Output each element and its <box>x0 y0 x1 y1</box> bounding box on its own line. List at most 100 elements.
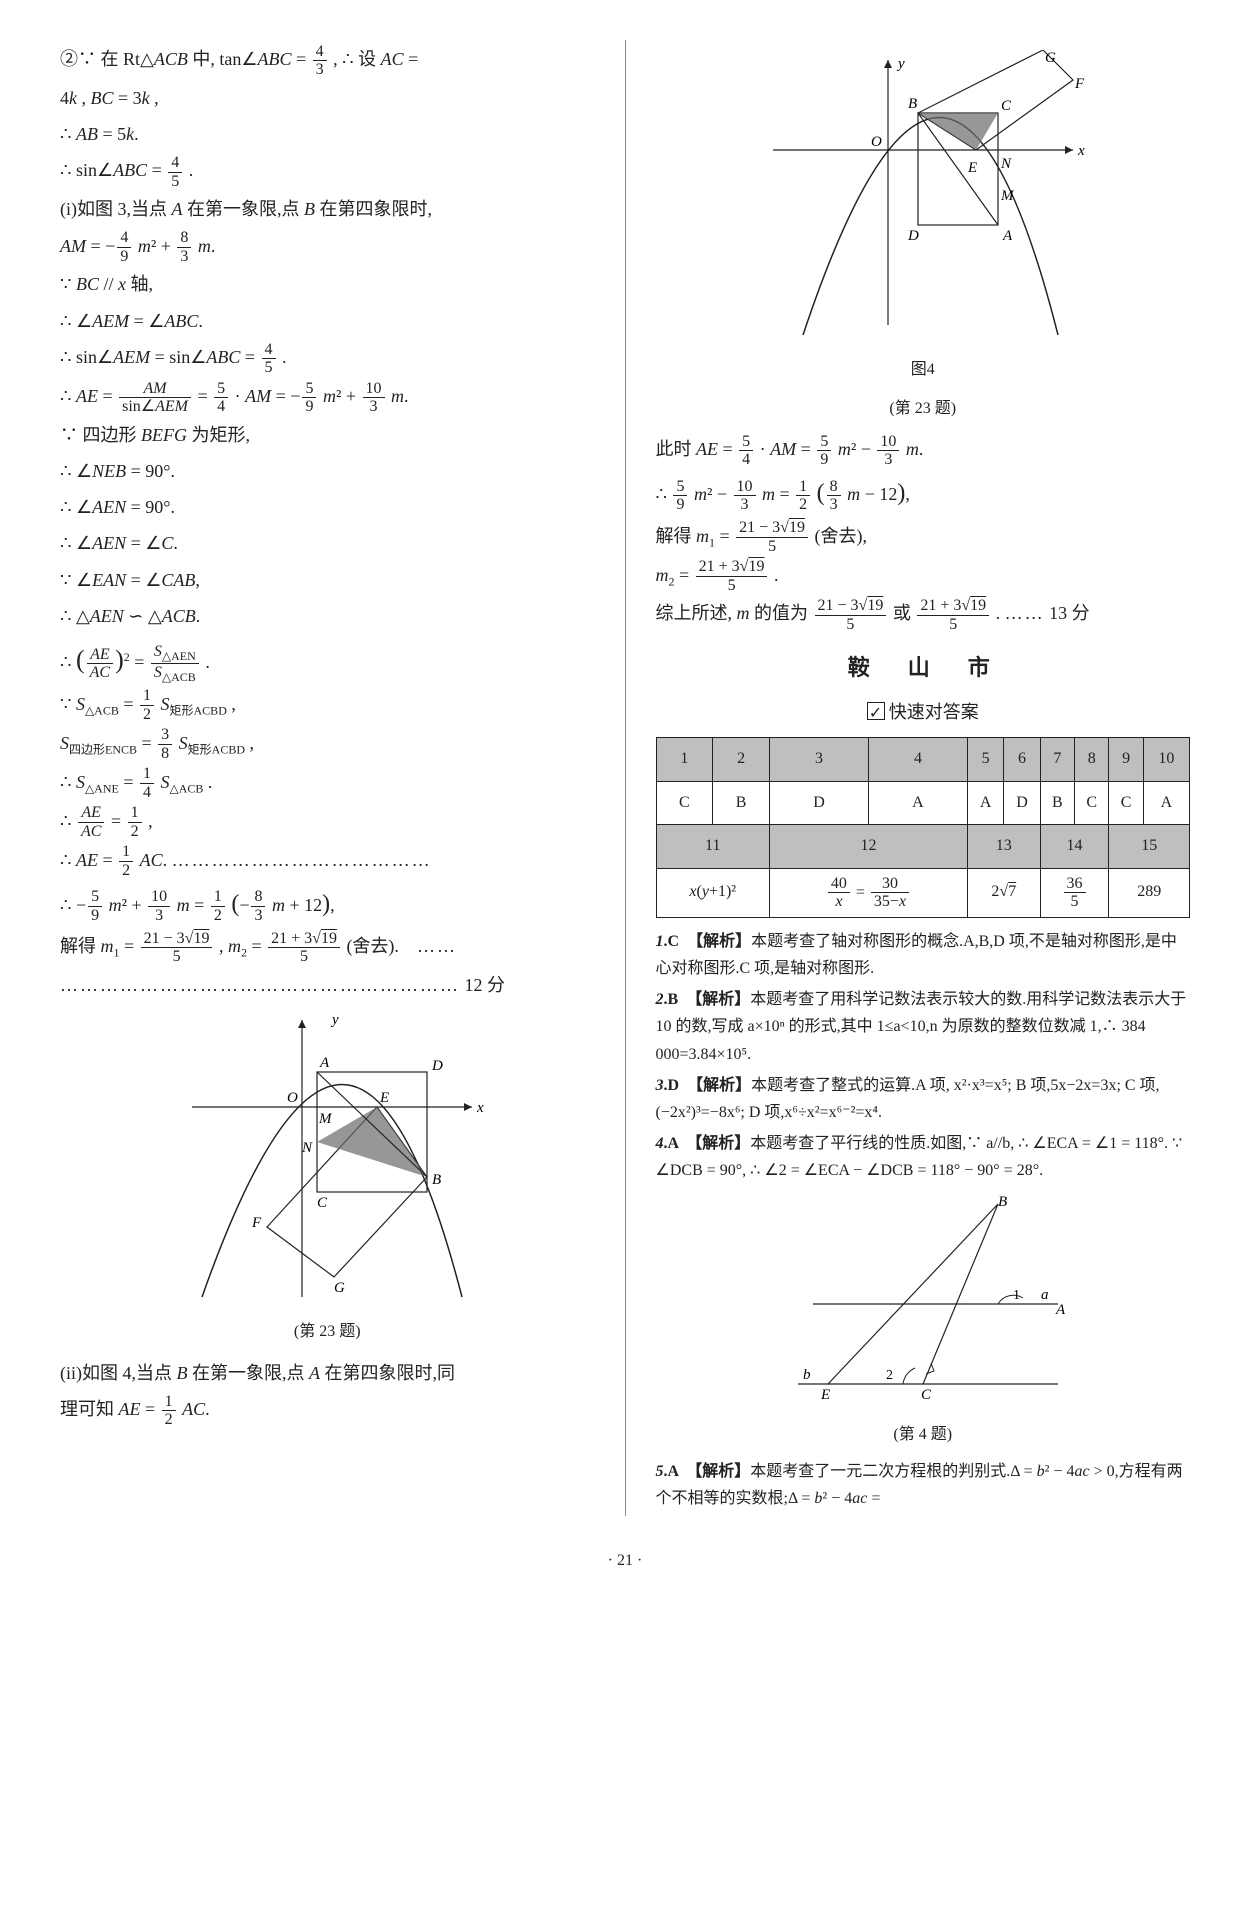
svg-text:B: B <box>432 1172 441 1188</box>
line: AM = −49 m² + 83 m. <box>60 229 595 266</box>
left-column: ②∵ 在 Rt△ACB 中, tan∠ABC = 43 , ∴ 设 AC = 4… <box>60 40 595 1516</box>
svg-text:M: M <box>1000 188 1015 204</box>
svg-text:a: a <box>1041 1287 1049 1303</box>
line: S四边形ENCB = 38 S矩形ACBD , <box>60 726 595 763</box>
table-row: x(y+1)² 40x = 3035−x 2√7 365 289 <box>656 868 1190 917</box>
svg-text:x: x <box>476 1100 484 1116</box>
figure-4-caption: (第 23 题) <box>656 394 1191 424</box>
column-divider <box>625 40 626 1516</box>
line: 理可知 AE = 12 AC. <box>60 1392 595 1429</box>
td: A <box>1143 781 1189 824</box>
explanations: 1.C 【解析】本题考查了轴对称图形的概念.A,B,D 项,不是轴对称图形,是中… <box>656 928 1191 1185</box>
th: 7 <box>1040 738 1074 781</box>
svg-text:D: D <box>431 1058 443 1074</box>
line: ∴ AE = AMsin∠AEM = 54 · AM = −59 m² + 10… <box>60 379 595 416</box>
svg-text:F: F <box>1074 76 1085 92</box>
line: ②∵ 在 Rt△ACB 中, tan∠ABC = 43 , ∴ 设 AC = <box>60 42 595 79</box>
td: 289 <box>1109 868 1190 917</box>
svg-text:N: N <box>1000 156 1012 172</box>
city-title: 鞍 山 市 <box>656 647 1191 689</box>
quick-answer-label: 快速对答案 <box>889 702 979 722</box>
line: (i)如图 3,当点 A 在第一象限,点 B 在第四象限时, <box>60 192 595 226</box>
td: 2√7 <box>967 868 1040 917</box>
line: ∴ ∠NEB = 90°. <box>60 454 595 488</box>
td: D <box>1004 781 1040 824</box>
left-after-fig: (ii)如图 4,当点 B 在第一象限,点 A 在第四象限时,同 理可知 AE … <box>60 1356 595 1429</box>
svg-text:E: E <box>820 1387 830 1403</box>
svg-text:x: x <box>1077 143 1085 159</box>
quick-answer-title: 快速对答案 <box>656 695 1191 729</box>
line: ∴ 59 m² − 103 m = 12 (83 m − 12), <box>656 471 1191 517</box>
line: (ii)如图 4,当点 B 在第一象限,点 A 在第四象限时,同 <box>60 1356 595 1390</box>
line: ∴ (AEAC)2 = S△AENS△ACB . <box>60 635 595 685</box>
check-icon <box>867 702 885 720</box>
line: ∵ S△ACB = 12 S矩形ACBD , <box>60 687 595 724</box>
td: A <box>967 781 1003 824</box>
svg-text:B: B <box>908 96 917 112</box>
svg-text:1: 1 <box>1013 1288 1020 1303</box>
td: B <box>713 781 770 824</box>
td: 40x = 3035−x <box>770 868 968 917</box>
td: C <box>656 781 713 824</box>
explanation-item: 1.C 【解析】本题考查了轴对称图形的概念.A,B,D 项,不是轴对称图形,是中… <box>656 928 1191 982</box>
figure-4-caption-top: 图4 <box>656 355 1191 385</box>
svg-text:E: E <box>379 1090 389 1106</box>
line: ∵ 四边形 BEFG 为矩形, <box>60 418 595 452</box>
table-header-row: 1 2 3 4 5 6 7 8 9 10 <box>656 738 1190 781</box>
svg-text:y: y <box>330 1012 339 1028</box>
line: 4k , BC = 3k , <box>60 81 595 115</box>
line: ∴ ∠AEN = 90°. <box>60 490 595 524</box>
figure-q4-caption: (第 4 题) <box>656 1420 1191 1450</box>
th: 1 <box>656 738 713 781</box>
line: ∴ −59 m² + 103 m = 12 (−83 m + 12), <box>60 882 595 928</box>
svg-text:M: M <box>318 1111 333 1127</box>
td: D <box>770 781 869 824</box>
line: ∴ △AEN ∽ △ACB. <box>60 599 595 633</box>
svg-text:F: F <box>251 1215 262 1231</box>
th: 15 <box>1109 825 1190 868</box>
line: ∴ sin∠AEM = sin∠ABC = 45 . <box>60 340 595 377</box>
td: A <box>868 781 967 824</box>
line: ∴ ∠AEM = ∠ABC. <box>60 304 595 338</box>
th: 9 <box>1109 738 1143 781</box>
svg-text:b: b <box>803 1367 811 1383</box>
svg-text:C: C <box>921 1387 932 1403</box>
th: 12 <box>770 825 968 868</box>
svg-text:G: G <box>334 1280 345 1296</box>
th: 13 <box>967 825 1040 868</box>
page-number: · 21 · <box>60 1546 1190 1576</box>
line: 解得 m1 = 21 − 3√195 , m2 = 21 + 3√195 (舍去… <box>60 929 595 966</box>
svg-text:C: C <box>317 1195 328 1211</box>
line: m2 = 21 + 3√195 . <box>656 558 1191 595</box>
figure-3: y A D O M E x N B C F G <box>60 1012 595 1313</box>
svg-text:A: A <box>319 1055 330 1071</box>
svg-text:E: E <box>967 160 977 176</box>
left-text-block: ②∵ 在 Rt△ACB 中, tan∠ABC = 43 , ∴ 设 AC = 4… <box>60 42 595 1002</box>
line: ∴ ∠AEN = ∠C. <box>60 526 595 560</box>
svg-text:y: y <box>896 56 905 72</box>
th: 14 <box>1040 825 1109 868</box>
td: C <box>1109 781 1143 824</box>
th: 11 <box>656 825 770 868</box>
explanation-item: 2.B 【解析】本题考查了用科学记数法表示较大的数.用科学记数法表示大于 10 … <box>656 986 1191 1068</box>
svg-text:N: N <box>301 1140 313 1156</box>
line: ∴ AEAC = 12 , <box>60 804 595 841</box>
line: 解得 m1 = 21 − 3√195 (舍去), <box>656 519 1191 556</box>
th: 10 <box>1143 738 1189 781</box>
figure-3-caption: (第 23 题) <box>60 1317 595 1347</box>
line: ∴ S△ANE = 14 S△ACB . <box>60 765 595 802</box>
svg-text:A: A <box>1055 1302 1066 1318</box>
line: 此时 AE = 54 · AM = 59 m² − 103 m. <box>656 432 1191 469</box>
line: …………………………………………………… 12 分 <box>60 968 595 1002</box>
td: C <box>1075 781 1109 824</box>
svg-text:C: C <box>1001 98 1012 114</box>
table-row: C B D A A D B C C A <box>656 781 1190 824</box>
svg-text:G: G <box>1045 50 1056 66</box>
line: ∴ sin∠ABC = 45 . <box>60 153 595 190</box>
right-column: y G B C F O N x E M D A 图4 (第 23 题) 此时 A… <box>656 40 1191 1516</box>
line: ∴ AE = 12 AC. ………………………………… <box>60 843 595 880</box>
th: 5 <box>967 738 1003 781</box>
td: 365 <box>1040 868 1109 917</box>
svg-text:A: A <box>1002 228 1013 244</box>
line: ∴ AB = 5k. <box>60 117 595 151</box>
